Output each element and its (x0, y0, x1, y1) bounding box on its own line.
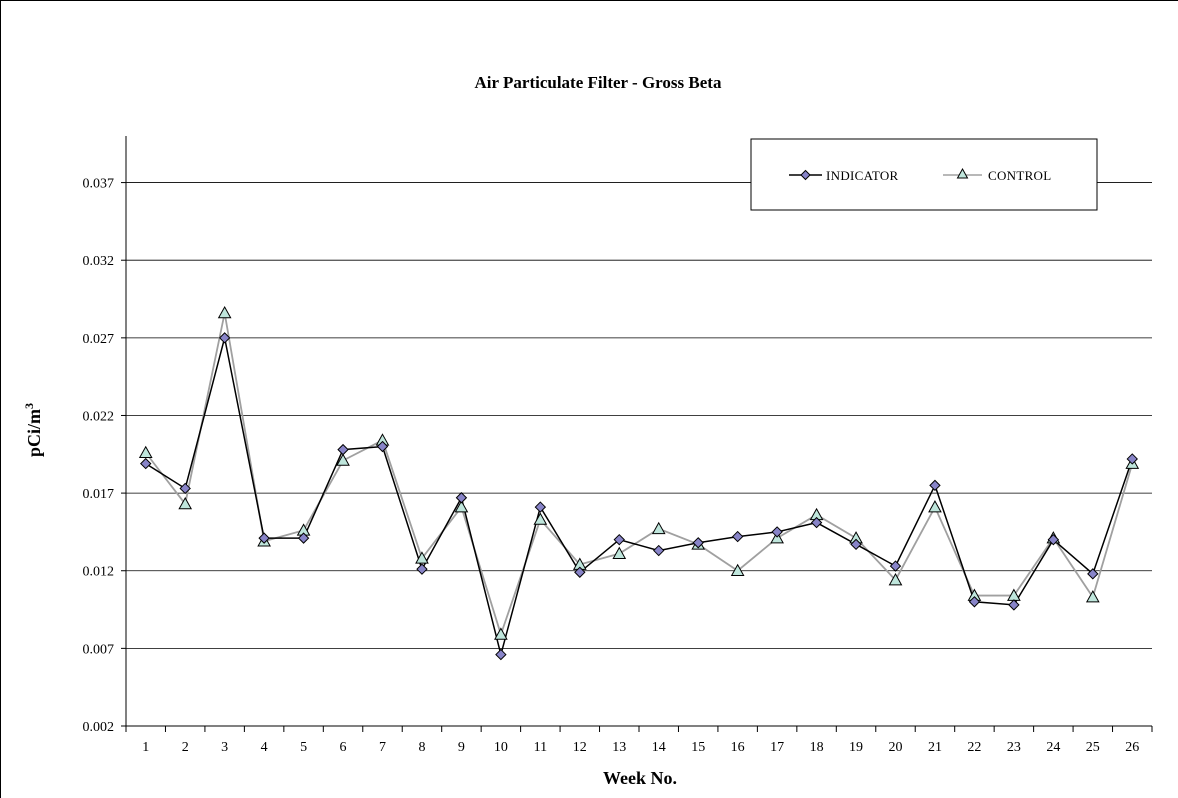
diamond-marker (850, 538, 862, 551)
x-tick-label: 4 (261, 740, 268, 755)
diamond-marker (1087, 568, 1099, 580)
x-tick-label: 22 (967, 740, 981, 755)
triangle-marker (336, 453, 350, 466)
y-tick-label: 0.012 (83, 565, 115, 580)
axes (125, 136, 1153, 732)
legend-label: INDICATOR (826, 168, 899, 183)
y-axis-title: pCi/m3 (22, 403, 44, 457)
diamond-marker (297, 532, 310, 544)
y-tick-labels: 0.002 0.007 0.012 0.017 0.022 0.027 0.032 0.037 (83, 177, 115, 735)
gridlines (121, 182, 1152, 727)
triangle-marker (494, 627, 508, 640)
diamond-marker (692, 537, 704, 549)
diamond-marker (455, 492, 468, 504)
diamond-marker (534, 501, 547, 513)
y-tick-label: 0.032 (83, 254, 115, 269)
diamond-marker (771, 526, 783, 538)
legend-label: CONTROL (988, 168, 1052, 183)
diamond-marker (810, 516, 823, 529)
x-tick-label: 23 (1007, 740, 1021, 755)
x-tick-label: 1 (142, 740, 149, 755)
y-axis-title-superscript: 3 (22, 403, 36, 409)
x-tick-label: 13 (612, 740, 626, 755)
triangle-marker (454, 500, 469, 513)
x-tick-label: 17 (770, 740, 784, 755)
triangle-marker (178, 496, 193, 510)
diamond-marker (800, 169, 811, 181)
y-tick-label: 0.022 (83, 409, 115, 424)
x-tick-label: 10 (494, 740, 508, 755)
x-tick-labels: 1 2 3 4 5 6 7 8 9 10 11 12 13 14 15 16 17 18 19 20 21 22 23 24 2… (142, 740, 1139, 755)
diamond-marker (337, 443, 349, 456)
diamond-marker (929, 479, 941, 492)
y-tick-label: 0.002 (83, 720, 115, 735)
diamond-marker (416, 563, 428, 575)
x-tick-label: 2 (182, 740, 189, 755)
triangle-marker (612, 546, 627, 559)
x-tick-label: 21 (928, 740, 942, 755)
diamond-marker (258, 532, 270, 544)
diamond-marker (495, 648, 507, 661)
x-tick-label: 9 (458, 740, 465, 755)
series-line-control (145, 312, 1134, 638)
legend: INDICATOR CONTROL (750, 138, 1098, 211)
y-tick-label: 0.027 (83, 332, 115, 347)
series-layer (138, 305, 1140, 661)
diamond-marker (1126, 453, 1138, 465)
x-tick-label: 12 (573, 740, 587, 755)
triangle-marker (888, 573, 903, 586)
diamond-marker (140, 457, 152, 470)
x-tick-label: 25 (1086, 740, 1100, 755)
triangle-marker (1085, 590, 1100, 603)
x-tick-label: 18 (810, 740, 824, 755)
diamond-marker (653, 544, 665, 557)
diamond-marker (731, 530, 744, 543)
legend-items: INDICATOR CONTROL (789, 167, 1052, 183)
triangle-marker (415, 551, 429, 564)
diamond-marker (968, 596, 981, 608)
triangle-marker (928, 500, 942, 513)
x-tick-label: 5 (300, 740, 307, 755)
triangle-marker (651, 521, 666, 535)
diamond-marker (613, 533, 625, 546)
triangle-marker (138, 445, 153, 459)
x-axis-title: Week No. (603, 768, 677, 788)
x-tick-label: 14 (652, 740, 666, 755)
chart-title: Air Particulate Filter - Gross Beta (475, 73, 722, 92)
x-tick-label: 26 (1125, 740, 1139, 755)
y-tick-label: 0.007 (83, 642, 115, 657)
x-tick-label: 19 (849, 740, 863, 755)
x-tick-label: 7 (379, 740, 386, 755)
series-line-indicator (145, 337, 1133, 658)
diamond-marker (218, 332, 231, 344)
diamond-marker (179, 482, 191, 495)
diamond-marker (376, 440, 389, 453)
x-tick-label: 24 (1046, 740, 1060, 755)
triangle-marker (730, 563, 745, 577)
x-tick-label: 11 (534, 740, 547, 755)
x-tick-label: 8 (418, 740, 425, 755)
x-tick-label: 6 (340, 740, 347, 755)
triangle-marker (956, 167, 969, 179)
y-axis-title-text: pCi/m (24, 409, 44, 457)
y-tick-label: 0.017 (83, 487, 115, 502)
diamond-marker (574, 566, 586, 578)
x-tick-label: 16 (731, 740, 745, 755)
diamond-marker (889, 560, 902, 572)
diamond-marker (1047, 533, 1060, 546)
diamond-marker (1008, 599, 1020, 611)
triangle-marker (533, 512, 548, 525)
y-tick-label: 0.037 (83, 177, 115, 192)
x-tick-label: 20 (889, 740, 903, 755)
x-tick-label: 3 (221, 740, 228, 755)
x-tick-label: 15 (691, 740, 705, 755)
triangle-marker (217, 305, 232, 319)
